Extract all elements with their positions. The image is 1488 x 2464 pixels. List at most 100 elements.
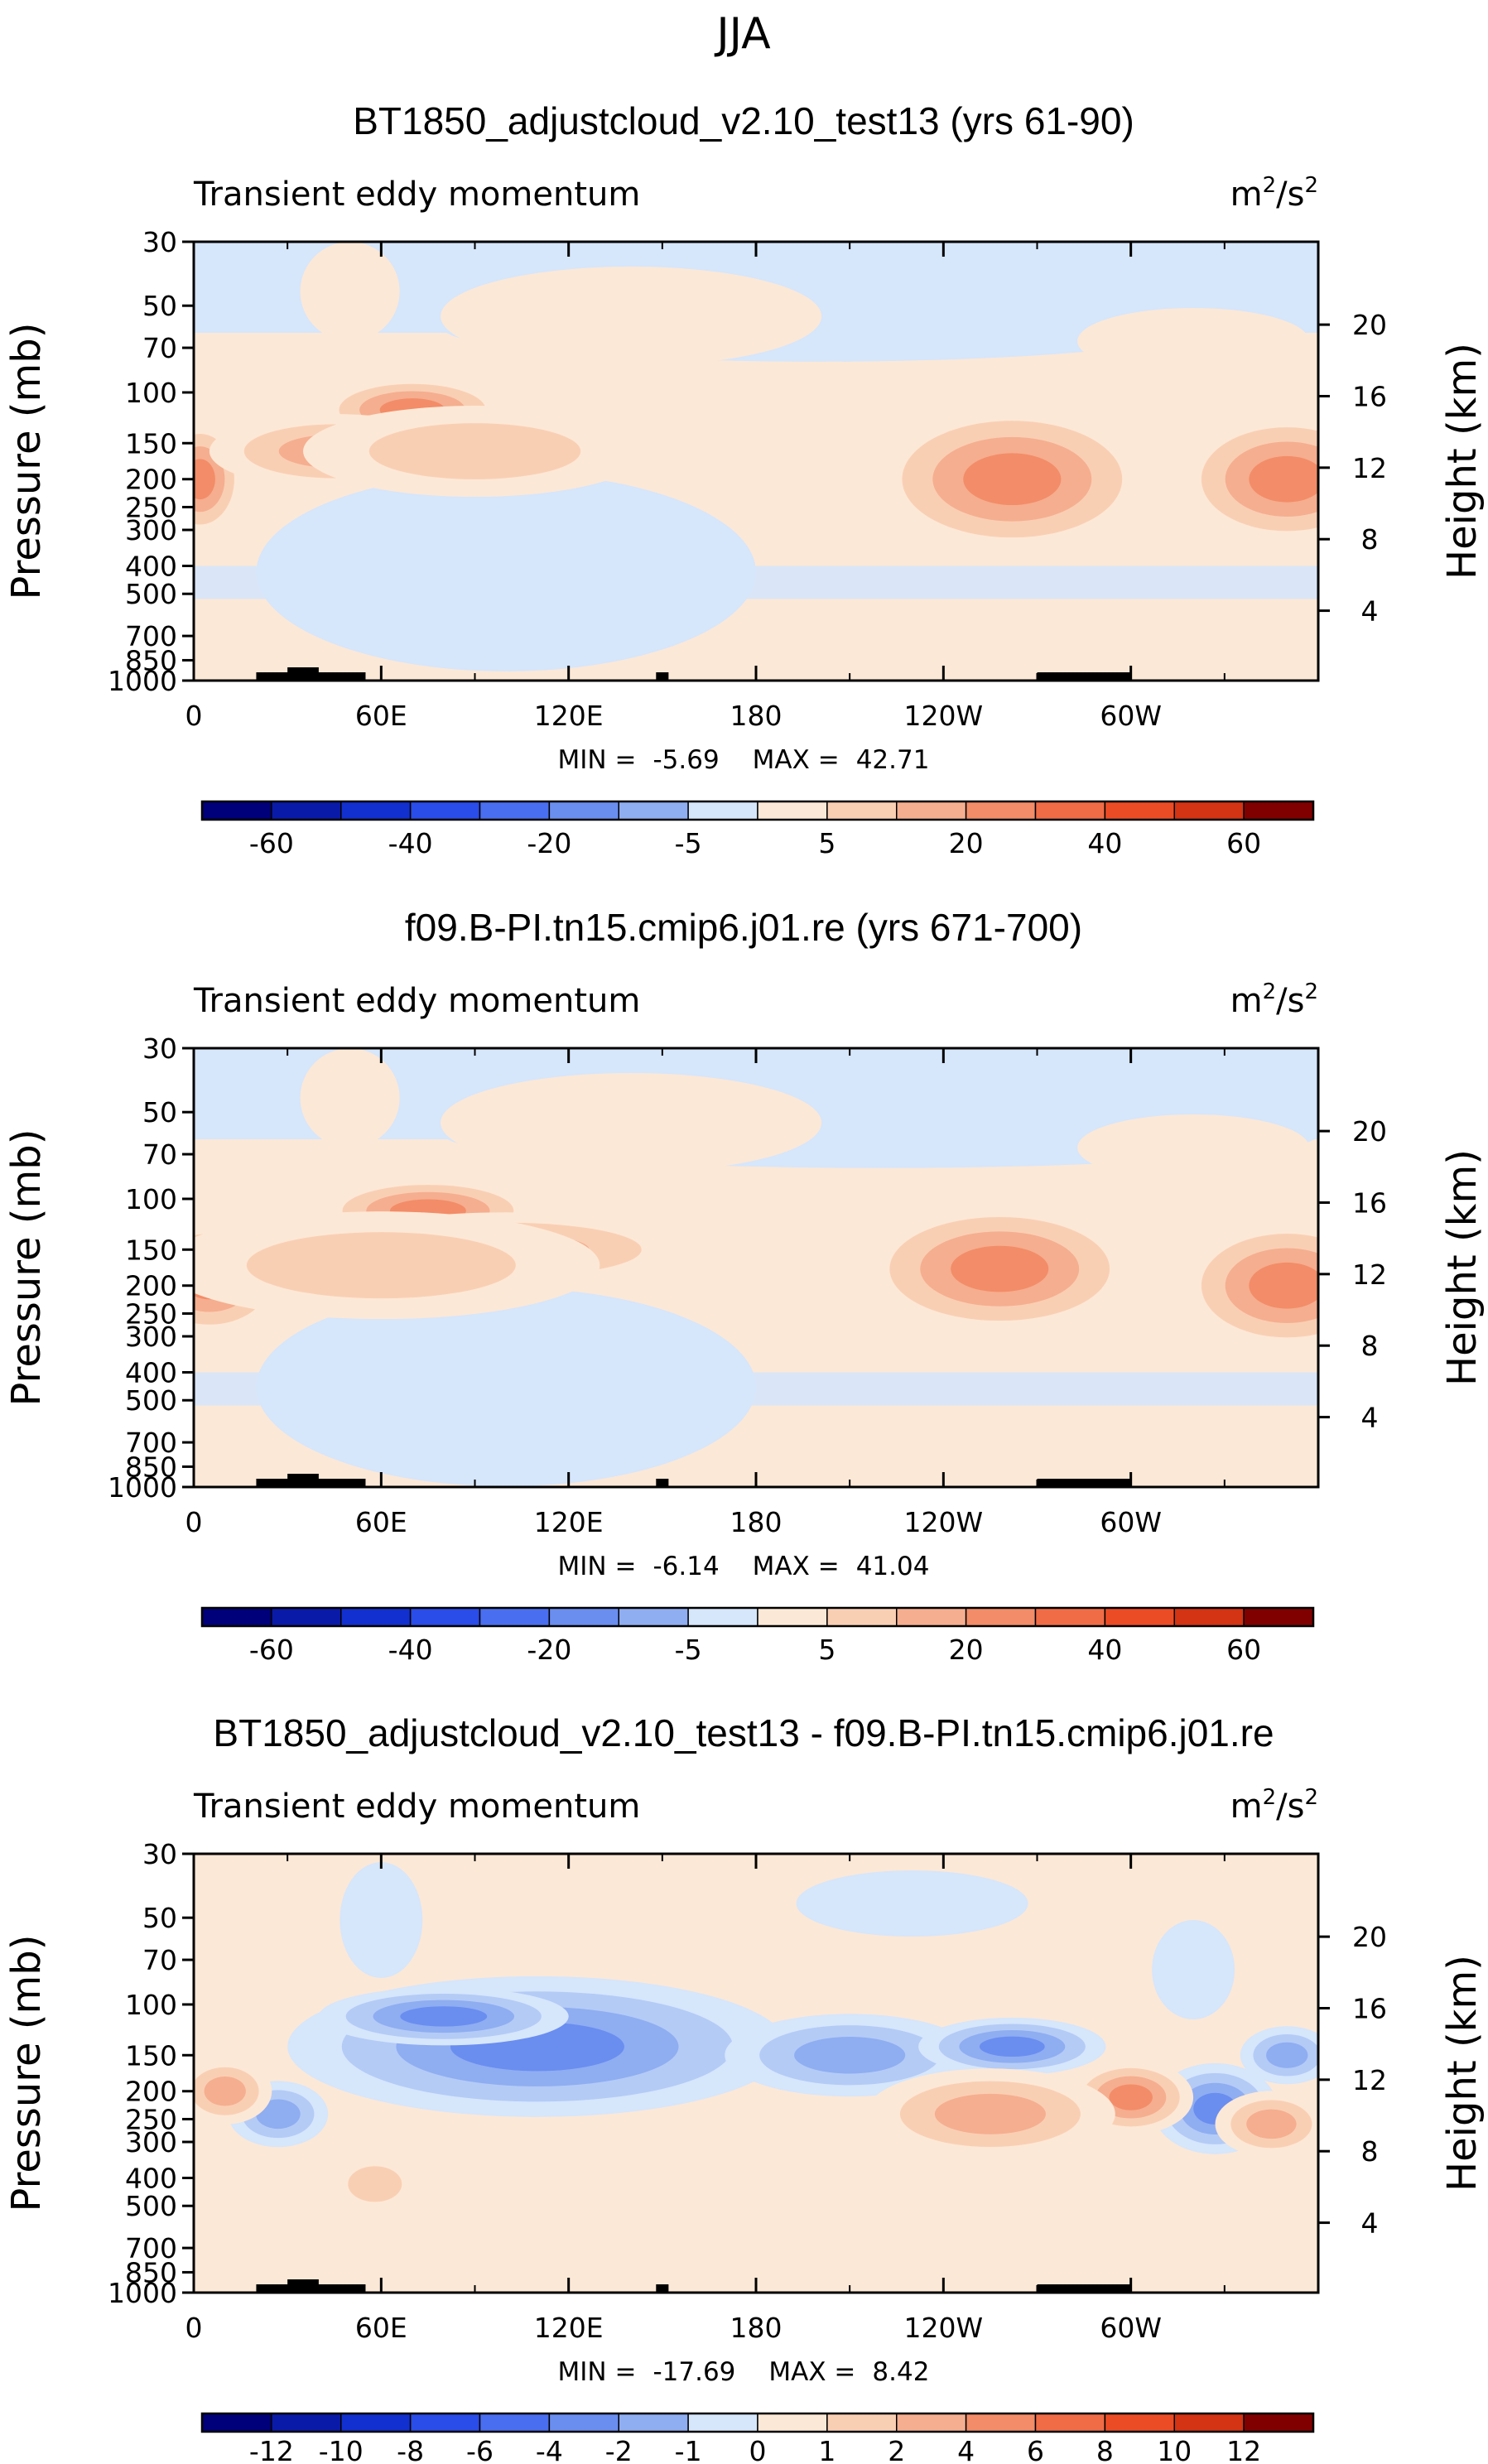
colorbar-box	[965, 801, 1037, 821]
y-tick-label: 50	[142, 290, 177, 322]
y-right-tick-label: 20	[1352, 1115, 1387, 1148]
land-mask	[1037, 672, 1131, 681]
positive-contour	[348, 2166, 402, 2202]
y-right-axis-title: Height (km)	[1439, 1955, 1486, 2192]
x-tick-label: 0	[185, 2312, 203, 2344]
colorbar-box	[479, 801, 551, 821]
y-axis-title: Pressure (mb)	[3, 1935, 50, 2212]
colorbar-box	[271, 2413, 342, 2433]
plot-area	[194, 1854, 1318, 2293]
colorbar-box	[1104, 1607, 1175, 1627]
colorbar-box	[1243, 801, 1314, 821]
colorbar-box	[1034, 801, 1106, 821]
x-tick-label: 120E	[534, 700, 604, 732]
colorbar-tick-label: 2	[888, 2435, 905, 2464]
colorbar-tick-label: -20	[527, 827, 571, 859]
colorbar-tick-label: -8	[397, 2435, 424, 2464]
max-label: MAX =	[753, 745, 840, 775]
min-max-stats: MIN = -17.69 MAX = 8.42	[558, 2357, 930, 2387]
x-tick-label: 120E	[534, 2312, 604, 2344]
x-tick-label: 60E	[355, 2312, 407, 2344]
min-max-stats: MIN = -5.69 MAX = 42.71	[558, 745, 930, 775]
positive-contour	[204, 2076, 246, 2106]
x-tick-label: 60W	[1100, 1506, 1162, 1538]
min-label: MIN =	[558, 1552, 637, 1581]
colorbar-box	[1034, 2413, 1106, 2433]
positive-contour	[1077, 308, 1310, 374]
colorbar-box	[1034, 1607, 1106, 1627]
positive-contour	[441, 1073, 822, 1172]
x-tick-label: 120W	[904, 700, 984, 732]
y-tick-label: 300	[125, 514, 177, 546]
colorbar-frame	[200, 800, 1315, 821]
x-tick-label: 180	[730, 2312, 783, 2344]
colorbar-tick-label: 20	[949, 1634, 984, 1666]
units-exp: 2	[1304, 173, 1318, 198]
min-value: -17.69	[653, 2357, 735, 2387]
colorbar-box	[548, 2413, 619, 2433]
x-tick-label: 60W	[1100, 2312, 1162, 2344]
land-mask	[287, 2279, 319, 2293]
units-base: m	[1230, 1788, 1263, 1826]
positive-contour	[1249, 1262, 1318, 1309]
y-tick-label: 850	[125, 1451, 177, 1483]
y-tick-label: 70	[142, 1944, 177, 1976]
units-base: m	[1230, 982, 1263, 1020]
positive-contour	[194, 459, 215, 500]
colorbar-box	[1173, 2413, 1245, 2433]
colorbar-tick-label: -12	[249, 2435, 294, 2464]
min-label: MIN =	[558, 2357, 637, 2387]
y-right-tick-label: 16	[1352, 380, 1387, 412]
panel-title: f09.B-PI.tn15.cmip6.j01.re (yrs 671-700)	[405, 906, 1082, 949]
colorbar-tick-label: 20	[949, 827, 984, 859]
y-tick-label: 250	[125, 1297, 177, 1330]
colorbar-tick-label: 40	[1087, 827, 1122, 859]
plot-area	[194, 1048, 1318, 1487]
colorbar-box	[1173, 1607, 1245, 1627]
colorbar-box	[1243, 1607, 1314, 1627]
y-right-tick-label: 8	[1361, 523, 1379, 556]
colorbar-tick-label: -5	[675, 827, 702, 859]
colorbar-box	[409, 1607, 481, 1627]
units-label: m2/s2	[1230, 979, 1318, 1020]
positive-contour	[963, 453, 1062, 506]
y-tick-label: 200	[125, 1270, 177, 1302]
colorbar-box	[965, 1607, 1037, 1627]
y-right-tick-label: 4	[1361, 1402, 1379, 1434]
units-exp: 2	[1304, 1785, 1318, 1810]
panel-title: BT1850_adjustcloud_v2.10_test13 - f09.B-…	[213, 1711, 1274, 1754]
colorbar-tick-label: -40	[388, 1634, 433, 1666]
y-tick-label: 50	[142, 1096, 177, 1129]
max-label: MAX =	[753, 1552, 840, 1581]
y-right-tick-label: 12	[1352, 452, 1387, 484]
y-tick-label: 250	[125, 2103, 177, 2135]
colorbar-frame	[200, 2412, 1315, 2433]
colorbar-box	[618, 1607, 689, 1627]
colorbar-box	[409, 2413, 481, 2433]
colorbar-box	[548, 1607, 619, 1627]
colorbar-box	[201, 801, 272, 821]
negative-contour	[1266, 2042, 1308, 2068]
negative-contour	[400, 2006, 488, 2027]
colorbar-frame	[200, 1606, 1315, 1628]
y-right-tick-label: 4	[1361, 2207, 1379, 2240]
colorbar-box	[201, 2413, 272, 2433]
colorbar-tick-label: -60	[249, 1634, 294, 1666]
units-exp: 2	[1263, 173, 1277, 198]
colorbar-tick-label: 5	[818, 1634, 835, 1666]
colorbar-box	[409, 801, 481, 821]
x-tick-label: 120E	[534, 1506, 604, 1538]
x-tick-label: 120W	[904, 1506, 984, 1538]
colorbar-box	[271, 801, 342, 821]
colorbar-box	[271, 1607, 342, 1627]
x-tick-label: 60E	[355, 700, 407, 732]
y-tick-label: 50	[142, 1902, 177, 1934]
y-tick-label: 150	[125, 2039, 177, 2072]
y-tick-label: 150	[125, 427, 177, 460]
colorbar-box	[687, 2413, 758, 2433]
y-tick-label: 500	[125, 578, 177, 610]
colorbar-box	[896, 2413, 967, 2433]
positive-contour	[1246, 2109, 1297, 2139]
negative-contour	[796, 1870, 1028, 1937]
max-value: 42.71	[856, 745, 930, 775]
